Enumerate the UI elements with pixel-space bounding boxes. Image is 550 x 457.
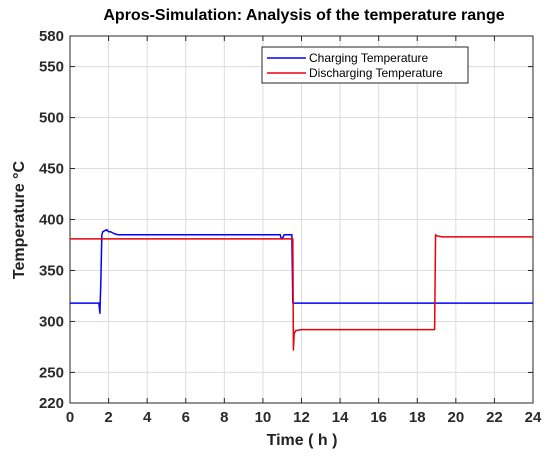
y-tick-label: 350 [39,262,64,279]
x-tick-label: 22 [486,409,503,426]
x-tick-label: 12 [293,409,310,426]
x-tick-label: 10 [255,409,272,426]
chart-title: Apros-Simulation: Analysis of the temper… [103,7,504,24]
x-tick-label: 16 [370,409,387,426]
x-tick-label: 24 [525,409,542,426]
x-tick-label: 18 [409,409,426,426]
y-tick-label: 500 [39,110,64,127]
legend-box [261,46,469,84]
legend: Charging Temperature Discharging Tempera… [261,46,469,84]
x-tick-label: 14 [332,409,349,426]
series-line-charging [70,228,533,315]
x-axis-label: Time ( h ) [267,432,338,449]
y-tick-labels: 220 250 300 350 400 450 500 550 580 [39,28,64,412]
x-tick-label: 2 [104,409,112,426]
y-axis-label: Temperature °C [11,160,28,279]
x-tick-labels: 0 2 4 6 8 10 12 14 16 18 20 22 24 [66,409,542,426]
y-tick-label: 250 [39,364,64,381]
y-tick-label: 580 [39,28,64,45]
y-tick-label: 300 [39,313,64,330]
x-tick-label: 6 [182,409,190,426]
grid [69,35,534,404]
legend-label-discharging: Discharging Temperature [309,66,443,80]
y-tick-label: 220 [39,395,64,412]
series-line-discharging [70,234,533,351]
x-tick-label: 8 [220,409,228,426]
series-layer [70,228,533,351]
y-tick-label: 400 [39,212,64,229]
y-tick-label: 450 [39,161,64,178]
x-tick-label: 20 [447,409,464,426]
x-tick-label: 0 [66,409,74,426]
x-tick-label: 4 [143,409,152,426]
legend-label-charging: Charging Temperature [309,51,429,65]
y-tick-label: 550 [39,59,64,76]
axis-ticks [69,35,534,404]
